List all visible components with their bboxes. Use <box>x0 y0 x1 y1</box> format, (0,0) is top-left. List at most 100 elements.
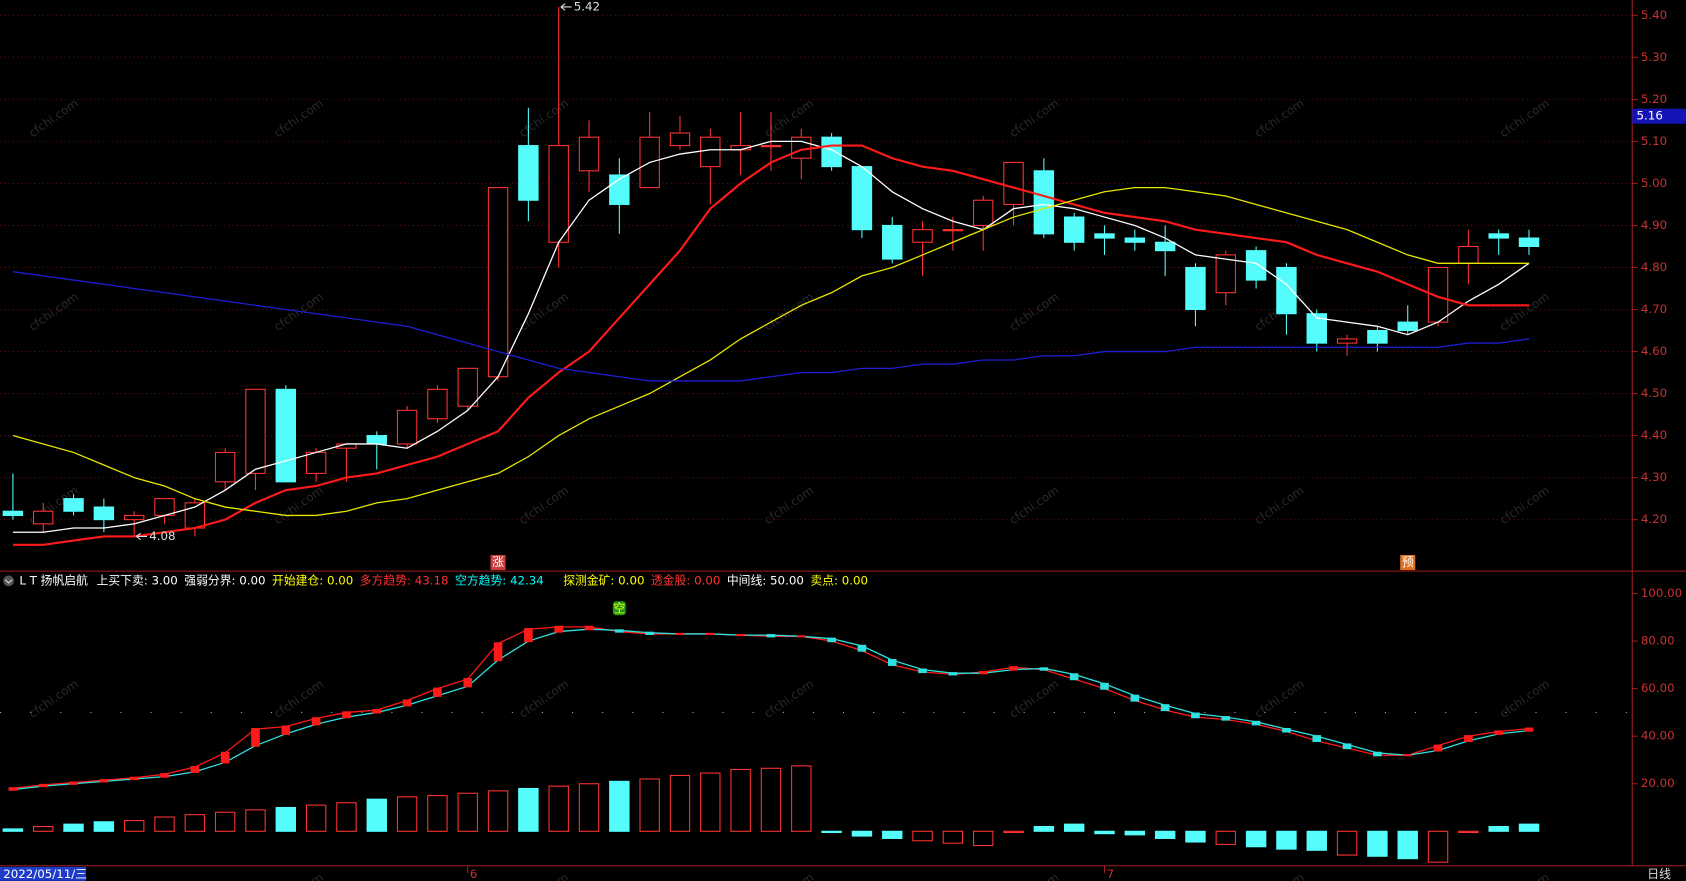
trend-bar <box>69 781 78 785</box>
date-label: 2022/05/11/三 <box>3 867 87 881</box>
hist-bar <box>669 774 691 832</box>
trend-bar <box>1160 704 1170 712</box>
trend-bar <box>281 725 291 735</box>
candle-body <box>518 145 539 201</box>
date-box <box>0 866 87 881</box>
candle-body <box>1336 338 1358 344</box>
trend-bar <box>342 711 351 719</box>
hist-bar <box>882 830 903 839</box>
candle-body <box>245 388 266 474</box>
indicator-param: 上买下卖: 3.00 <box>97 573 178 587</box>
collapse-icon[interactable] <box>3 575 14 587</box>
trend-bar <box>1433 744 1443 752</box>
hist-bar <box>851 830 873 837</box>
candle-body <box>1124 237 1146 243</box>
hist-bar <box>1245 830 1267 848</box>
trend-bar <box>1009 666 1018 671</box>
indicator-param: 中间线: 50.00 <box>727 573 804 587</box>
ma-line <box>12 271 1530 382</box>
hist-bar <box>487 790 509 832</box>
last-price-box <box>1632 108 1686 124</box>
hist-bar <box>396 796 418 832</box>
signal-box <box>490 555 506 571</box>
hist-bar <box>1518 823 1540 832</box>
y-tick-label: 20.00 <box>1641 776 1675 790</box>
indicator-param: 探测金矿: 0.00 <box>563 573 644 587</box>
hist-bar <box>275 806 297 832</box>
y-tick-label: 100.00 <box>1641 586 1682 600</box>
hist-bar <box>457 792 478 832</box>
ma-line <box>12 186 1530 517</box>
candle-body <box>851 166 873 231</box>
indicator-param: 空方趋势: 42.34 <box>455 573 544 587</box>
indicator-param: 多方趋势: 43.18 <box>360 573 449 587</box>
candle-body <box>1245 250 1267 281</box>
hist-bar <box>1306 830 1327 851</box>
hist-bar <box>730 768 751 832</box>
hist-bar <box>1063 823 1085 832</box>
hist-bar <box>578 783 600 832</box>
candle-body <box>669 132 691 147</box>
candle-body <box>1397 321 1418 332</box>
hist-bar <box>518 787 539 832</box>
trend-bar <box>615 629 624 633</box>
annotation: 4.08 <box>149 529 175 543</box>
period-label: 日线 <box>1647 867 1671 881</box>
trend-bar <box>1191 712 1200 719</box>
trend-bar <box>554 625 564 633</box>
candle-body <box>396 409 418 445</box>
y-tick-label: 4.80 <box>1641 260 1667 274</box>
y-tick-label: 60.00 <box>1641 681 1675 695</box>
candle-body <box>33 510 54 525</box>
hist-bar <box>1488 825 1509 832</box>
annotation-arrow <box>560 3 572 11</box>
hist-bar <box>1336 830 1358 856</box>
indicator-param: 透金股: 0.00 <box>651 573 720 587</box>
hist-bar <box>760 767 782 832</box>
indicator-param: 卖点: 0.00 <box>810 573 868 587</box>
y-tick-label: 4.30 <box>1641 470 1667 484</box>
candle-body <box>1154 241 1176 252</box>
candle-body <box>366 435 387 445</box>
hist-bar <box>427 795 448 832</box>
candle-body <box>1185 266 1206 311</box>
hist-bar <box>972 830 994 847</box>
trend-bar <box>1312 735 1322 743</box>
candle-body <box>123 514 145 521</box>
trend-bar <box>311 717 321 726</box>
y-tick-label: 5.20 <box>1641 92 1667 106</box>
hist-bar <box>93 821 115 832</box>
candle-body <box>578 136 600 172</box>
trend-bar <box>887 659 897 666</box>
annotation-arrow <box>136 532 148 541</box>
hist-bar <box>1397 830 1418 860</box>
candle-body <box>1518 237 1540 247</box>
trend-bar <box>796 635 806 638</box>
hist-bar <box>700 772 721 832</box>
trend-bar <box>38 783 48 788</box>
trend-bar <box>1342 743 1352 750</box>
hist-bar <box>942 830 964 844</box>
trend-bar <box>1403 754 1413 757</box>
hist-bar <box>639 778 660 832</box>
candle-body <box>1276 266 1297 315</box>
x-tick-label: 6 <box>470 867 478 881</box>
signal-label: 空 <box>613 601 625 615</box>
trend-bar <box>8 787 18 791</box>
y-tick-label: 4.50 <box>1641 386 1667 400</box>
trend-bar <box>857 644 867 652</box>
trend-bar <box>978 670 988 675</box>
candle-body <box>791 136 812 159</box>
trend-bar <box>918 668 927 674</box>
hist-bar <box>366 798 387 832</box>
candle-body <box>1094 233 1115 239</box>
candle-body <box>942 229 964 232</box>
indicator-param: 开始建仓: 0.00 <box>272 573 353 587</box>
candle-body <box>275 388 297 483</box>
trend-bar <box>402 699 412 707</box>
candle-body <box>1488 233 1509 239</box>
trend-bar <box>1251 720 1261 726</box>
hist-bar <box>1276 830 1297 850</box>
